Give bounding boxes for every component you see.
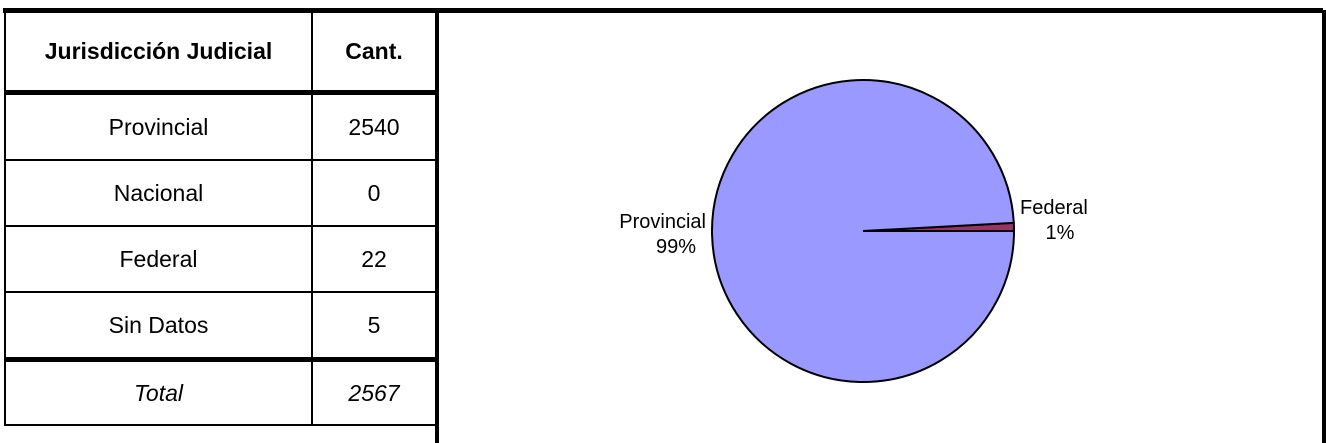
- jurisdiction-table: Jurisdicción Judicial Cant. Provincial 2…: [4, 10, 437, 426]
- total-value: 2567: [311, 357, 437, 426]
- table-row: Nacional 0: [4, 159, 437, 227]
- row-value: 5: [311, 291, 437, 361]
- header-count: Cant.: [311, 10, 437, 95]
- table-row: Provincial 2540: [4, 91, 437, 161]
- row-value: 0: [311, 159, 437, 227]
- top-border: [3, 8, 1323, 13]
- table-row: Sin Datos 5: [4, 291, 437, 361]
- slice-percent-provincial: 99%: [656, 236, 696, 258]
- chart-area: Federal 1% Provincial 99%: [435, 10, 1326, 443]
- table-header-row: Jurisdicción Judicial Cant.: [4, 10, 437, 95]
- table-row: Federal 22: [4, 225, 437, 293]
- row-value: 2540: [311, 91, 437, 161]
- slice-label-federal: Federal: [1020, 197, 1088, 219]
- slice-label-provincial: Provincial: [619, 211, 706, 233]
- row-label: Nacional: [4, 159, 313, 227]
- row-label: Provincial: [4, 91, 313, 161]
- header-jurisdiction: Jurisdicción Judicial: [4, 10, 313, 95]
- pie-chart: Federal 1% Provincial 99%: [619, 79, 1088, 383]
- slice-percent-federal: 1%: [1046, 222, 1075, 244]
- pie-slice-provincial: [711, 79, 1016, 383]
- total-label: Total: [4, 357, 313, 426]
- row-value: 22: [311, 225, 437, 293]
- total-row: Total 2567: [4, 357, 437, 426]
- row-label: Federal: [4, 225, 313, 293]
- row-label: Sin Datos: [4, 291, 313, 361]
